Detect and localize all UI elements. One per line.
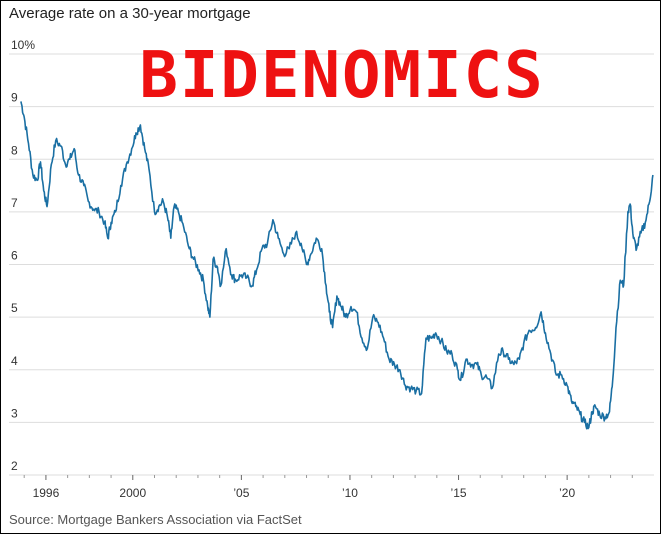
mortgage-rate-line (20, 101, 654, 430)
y-tick-label: 5 (11, 301, 18, 315)
y-axis: 10% 9 8 7 6 5 4 3 2 (11, 38, 35, 473)
chart-title: Average rate on a 30-year mortgage (9, 5, 251, 22)
grid-lines (9, 53, 654, 476)
y-tick-label: 8 (11, 143, 18, 157)
y-tick-label: 10% (11, 38, 35, 52)
x-tick-label: ’20 (559, 486, 575, 500)
x-tick-label: ’05 (233, 486, 249, 500)
overlay-text: BIDENOMICS (139, 39, 545, 113)
y-tick-label: 9 (11, 91, 18, 105)
chart-source: Source: Mortgage Bankers Association via… (9, 512, 302, 527)
y-tick-label: 2 (11, 459, 18, 473)
x-tick-label: ’10 (342, 486, 358, 500)
x-axis: 1996 2000 ’05 ’10 ’15 ’20 (23, 475, 633, 500)
y-tick-label: 7 (11, 196, 18, 210)
y-tick-label: 6 (11, 249, 18, 263)
x-tick-label: 1996 (33, 486, 60, 500)
x-tick-label: 2000 (119, 486, 146, 500)
x-tick-label: ’15 (451, 486, 467, 500)
y-tick-label: 4 (11, 354, 18, 368)
y-tick-label: 3 (11, 406, 18, 420)
